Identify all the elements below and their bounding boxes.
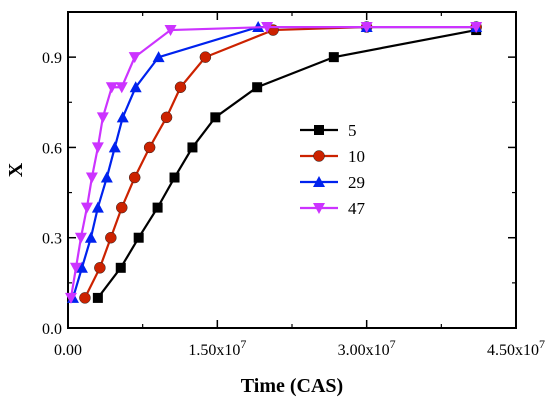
legend-label: 47 xyxy=(348,199,366,218)
series-line xyxy=(96,28,477,299)
data-point xyxy=(129,81,142,93)
series-47 xyxy=(64,22,483,304)
data-point xyxy=(91,201,104,213)
legend-marker xyxy=(313,203,325,214)
y-tick-label: 0.0 xyxy=(42,321,62,338)
data-point xyxy=(75,261,88,273)
y-axis-title: X xyxy=(5,162,27,177)
data-point xyxy=(80,202,93,214)
legend-item: 47 xyxy=(300,199,366,218)
data-point xyxy=(160,111,173,124)
data-point xyxy=(328,52,339,63)
data-point xyxy=(105,231,117,244)
data-point xyxy=(69,262,82,274)
data-point xyxy=(169,172,180,183)
data-point xyxy=(128,171,141,184)
x-axis-title: Time (CAS) xyxy=(241,375,343,397)
series-line xyxy=(69,25,477,299)
x-axis-ticks: 0.00 1.50x107 3.00x107 4.50x107 xyxy=(54,12,545,359)
y-tick-label: 0.6 xyxy=(42,140,62,157)
legend-label: 29 xyxy=(348,173,365,192)
x-tick-label: 4.50x107 xyxy=(487,337,545,359)
y-tick-label: 0.9 xyxy=(42,50,62,67)
series-line xyxy=(83,25,477,299)
data-point xyxy=(115,262,126,273)
data-point xyxy=(152,202,163,213)
x-tick-label: 3.00x107 xyxy=(338,337,396,359)
legend-label: 10 xyxy=(348,147,365,166)
data-point xyxy=(116,111,129,123)
series-29 xyxy=(66,21,483,303)
data-point xyxy=(64,292,77,304)
y-axis-ticks: 0.0 0.3 0.6 0.9 xyxy=(42,50,516,338)
legend-marker xyxy=(314,125,324,135)
legend-item: 5 xyxy=(300,121,357,140)
legend-item: 10 xyxy=(300,147,365,166)
data-point xyxy=(210,112,221,123)
data-point xyxy=(108,141,121,153)
data-point xyxy=(94,262,106,274)
y-tick-label: 0.3 xyxy=(42,231,62,248)
data-point xyxy=(92,292,103,303)
data-point xyxy=(128,52,141,64)
data-point xyxy=(152,51,165,63)
data-point xyxy=(261,22,274,34)
data-point xyxy=(105,82,118,94)
legend-marker xyxy=(313,150,325,162)
data-point xyxy=(116,201,128,214)
data-point xyxy=(199,51,212,63)
x-tick-label: 0.00 xyxy=(54,342,82,359)
data-point xyxy=(187,142,198,153)
series-10 xyxy=(79,21,482,304)
series-line xyxy=(71,25,477,299)
data-point xyxy=(133,232,144,243)
data-point xyxy=(164,25,177,37)
legend-label: 5 xyxy=(348,121,357,140)
data-point xyxy=(143,141,156,154)
data-point xyxy=(91,142,104,154)
x-tick-label: 1.50x107 xyxy=(188,337,246,359)
data-point xyxy=(174,81,187,93)
data-point xyxy=(252,82,263,93)
data-point xyxy=(360,22,373,34)
data-point xyxy=(84,231,97,243)
data-point xyxy=(115,82,128,94)
legend-marker xyxy=(313,176,325,187)
legend-item: 29 xyxy=(300,173,365,192)
data-point xyxy=(74,232,87,244)
data-point xyxy=(79,292,91,304)
data-point xyxy=(470,22,483,34)
legend: 5 10 29 47 xyxy=(300,121,366,218)
data-point xyxy=(85,172,98,184)
series-layer xyxy=(64,21,483,304)
data-point xyxy=(100,171,113,183)
data-point xyxy=(96,112,109,124)
